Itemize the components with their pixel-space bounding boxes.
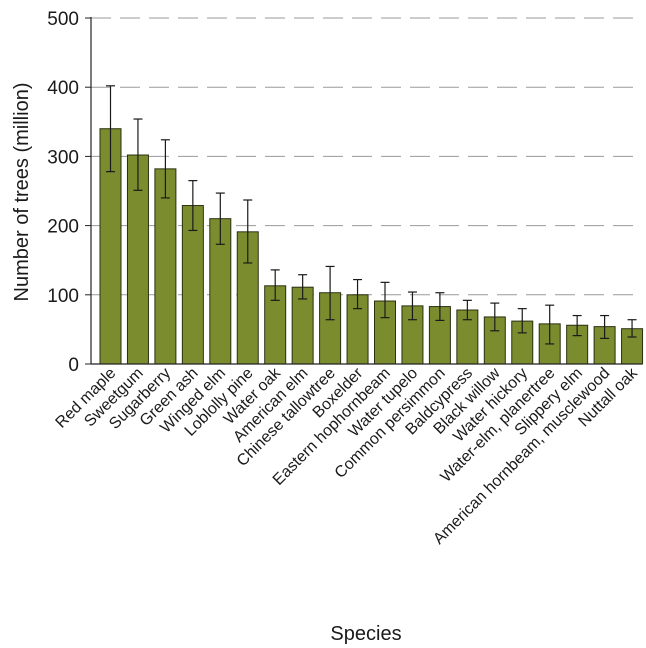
error-bar	[106, 85, 115, 173]
y-tick-label: 500	[47, 9, 79, 30]
error-bar	[160, 139, 170, 199]
error-bar	[188, 180, 198, 232]
error-bar	[380, 281, 390, 319]
error-bar	[462, 299, 472, 321]
error-bar	[627, 319, 637, 338]
y-tick-label: 200	[47, 217, 79, 238]
error-bar	[600, 314, 610, 339]
error-bars	[106, 85, 637, 345]
y-axis-ticks: 0 100 200 300 400 500	[47, 9, 91, 376]
error-bar	[243, 199, 253, 264]
error-bar	[133, 118, 143, 191]
bars	[99, 128, 644, 365]
x-axis-title: Species	[330, 623, 401, 645]
error-bar	[270, 269, 280, 301]
y-tick-label: 0	[68, 355, 79, 376]
error-bar	[298, 274, 308, 300]
axes	[90, 17, 642, 365]
error-bar	[215, 192, 225, 245]
error-bar	[572, 314, 582, 337]
error-bar	[517, 308, 527, 334]
y-axis-title: Number of trees (million)	[11, 83, 33, 302]
error-bar	[407, 291, 417, 321]
error-bar	[325, 265, 335, 321]
error-bar	[435, 292, 445, 322]
error-bar	[545, 304, 555, 345]
error-bar	[490, 302, 500, 332]
y-tick-label: 100	[47, 286, 79, 307]
y-tick-label: 400	[47, 78, 79, 99]
error-bar	[353, 278, 363, 310]
y-tick-label: 300	[47, 147, 79, 168]
